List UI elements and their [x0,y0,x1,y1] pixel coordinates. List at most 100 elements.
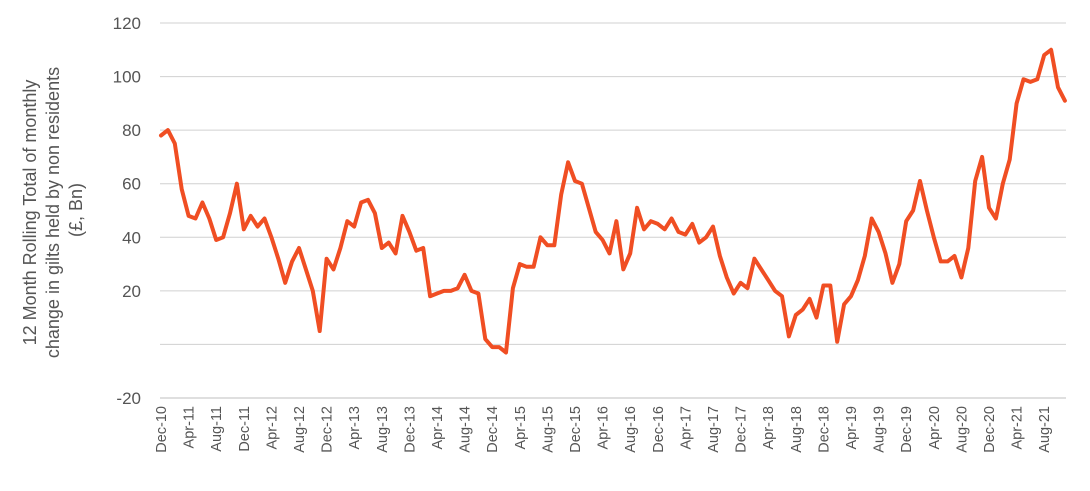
data-point [545,243,549,247]
data-point [283,281,287,285]
data-point [297,246,301,250]
data-point [387,241,391,245]
data-point [1022,77,1026,81]
x-tick-label: Aug-12 [292,406,308,453]
x-tick-label: Apr-12 [264,406,280,450]
data-point [1056,85,1060,89]
x-tick-label: Aug-13 [375,406,391,453]
data-point [228,211,232,215]
data-point [801,308,805,312]
data-point [642,227,646,231]
data-point [587,206,591,210]
data-point [946,259,950,263]
data-point [656,222,660,226]
data-point [897,262,901,266]
x-tick-label: Aug-21 [1037,406,1053,453]
x-tick-label: Apr-13 [347,406,363,450]
data-point [987,206,991,210]
data-point [256,225,260,229]
data-point [525,265,529,269]
data-point [815,316,819,320]
data-point [677,230,681,234]
gridlines [160,22,1066,399]
data-point [628,251,632,255]
data-point [835,340,839,344]
data-point [1008,158,1012,162]
data-point [200,201,204,205]
data-point [939,259,943,263]
data-point [463,273,467,277]
series-layer [159,47,1067,355]
x-tick-label: Apr-15 [513,406,529,450]
x-tick-label: Dec-11 [237,406,253,452]
data-point [911,209,915,213]
data-point [711,225,715,229]
x-tick-label: Aug-14 [458,406,474,453]
data-point [759,267,763,271]
x-tick-label: Apr-16 [596,406,612,450]
data-point [242,227,246,231]
data-point [276,257,280,261]
data-point [973,179,977,183]
data-point [249,214,253,218]
data-point [856,278,860,282]
data-point [959,276,963,280]
data-point [490,345,494,349]
data-point [407,230,411,234]
data-point [442,289,446,293]
data-point [980,155,984,159]
x-tick-label: Aug-11 [209,406,225,452]
data-point [456,286,460,290]
data-point [614,219,618,223]
x-tick-label: Aug-18 [789,406,805,453]
data-point [725,276,729,280]
data-point [338,246,342,250]
data-point [704,235,708,239]
data-point [166,128,170,132]
data-point [1035,77,1039,81]
data-point [828,284,832,288]
data-point [352,225,356,229]
x-tick-label: Dec-19 [899,406,915,453]
x-tick-label: Apr-20 [927,406,943,450]
x-tick-label: Dec-14 [485,406,501,453]
y-tick-label: 60 [122,175,141,194]
data-point [421,246,425,250]
data-point [794,313,798,317]
y-axis-label-line-1: 12 Month Rolling Total of monthly [20,80,40,346]
data-point [732,292,736,296]
data-point [718,254,722,258]
data-point [332,267,336,271]
data-point [159,134,163,138]
data-point [304,267,308,271]
y-tick-label: -20 [116,389,141,408]
data-point [173,142,177,146]
data-point [1015,101,1019,105]
data-point [746,286,750,290]
data-point [180,187,184,191]
x-tick-label: Aug-17 [706,406,722,453]
x-tick-label: Dec-18 [816,406,832,453]
data-point [932,235,936,239]
data-point [187,214,191,218]
data-point [594,230,598,234]
data-point [1028,80,1032,84]
data-point [476,292,480,296]
data-point [870,217,874,221]
y-tick-label: 20 [122,282,141,301]
data-point [863,254,867,258]
data-point [428,294,432,298]
data-point [966,246,970,250]
x-tick-label: Aug-16 [623,406,639,453]
data-point [752,257,756,261]
data-point [483,337,487,341]
data-point [380,246,384,250]
x-tick-label: Dec-12 [320,406,336,453]
data-point [877,230,881,234]
data-point [511,286,515,290]
data-point [559,192,563,196]
data-point [470,289,474,293]
x-tick-label: Aug-20 [954,406,970,453]
data-point [1063,99,1067,103]
data-point [366,198,370,202]
